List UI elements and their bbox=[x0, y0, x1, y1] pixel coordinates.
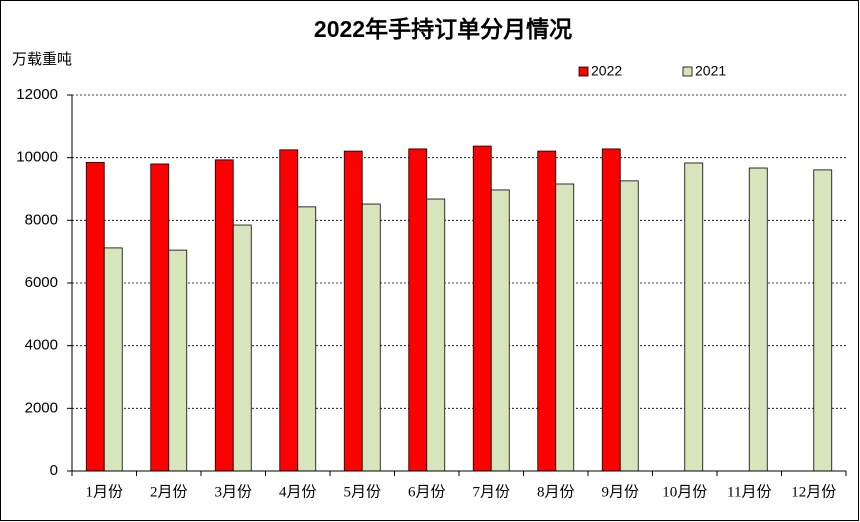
bar bbox=[297, 206, 317, 472]
chart-title: 2022年手持订单分月情况 bbox=[314, 16, 572, 42]
x-tick-label: 9月份 bbox=[601, 483, 639, 500]
y-tick-label: 12000 bbox=[16, 86, 58, 103]
bar bbox=[684, 162, 704, 472]
y-axis-label: 万载重吨 bbox=[12, 51, 72, 68]
y-tick-label: 10000 bbox=[16, 149, 58, 166]
legend-swatch bbox=[682, 66, 693, 77]
legend-label: 2021 bbox=[695, 63, 726, 79]
x-tick-label: 10月份 bbox=[662, 483, 707, 500]
y-tick-label: 8000 bbox=[25, 211, 58, 228]
bar bbox=[537, 150, 557, 472]
bar bbox=[85, 161, 105, 472]
x-tick-label: 2月份 bbox=[150, 483, 188, 500]
bar bbox=[490, 189, 510, 472]
bar bbox=[150, 163, 170, 472]
bar bbox=[408, 148, 428, 472]
bar bbox=[279, 149, 299, 472]
bar bbox=[103, 247, 123, 472]
x-tick-label: 6月份 bbox=[408, 483, 446, 500]
bar bbox=[813, 169, 833, 472]
y-tick-label: 6000 bbox=[25, 274, 58, 291]
bar bbox=[343, 150, 363, 472]
y-tick-label: 0 bbox=[50, 462, 58, 479]
x-tick-label: 4月份 bbox=[279, 483, 317, 500]
bar bbox=[619, 180, 639, 472]
bar bbox=[601, 148, 621, 472]
bar bbox=[555, 183, 575, 472]
y-tick-label: 4000 bbox=[25, 337, 58, 354]
x-tick-label: 8月份 bbox=[537, 483, 575, 500]
bar bbox=[168, 249, 188, 472]
bar bbox=[232, 224, 252, 472]
bar bbox=[214, 159, 234, 472]
legend-label: 2022 bbox=[591, 63, 622, 79]
x-tick-label: 11月份 bbox=[727, 483, 771, 500]
x-tick-label: 5月份 bbox=[343, 483, 381, 500]
bar bbox=[361, 203, 381, 472]
bar bbox=[426, 198, 446, 472]
x-tick-label: 7月份 bbox=[472, 483, 510, 500]
x-tick-label: 12月份 bbox=[791, 483, 836, 500]
bar bbox=[748, 167, 768, 472]
legend-swatch bbox=[578, 66, 589, 77]
x-tick-label: 1月份 bbox=[85, 483, 123, 500]
x-tick-label: 3月份 bbox=[214, 483, 252, 500]
bar bbox=[472, 145, 492, 472]
y-tick-label: 2000 bbox=[25, 399, 58, 416]
